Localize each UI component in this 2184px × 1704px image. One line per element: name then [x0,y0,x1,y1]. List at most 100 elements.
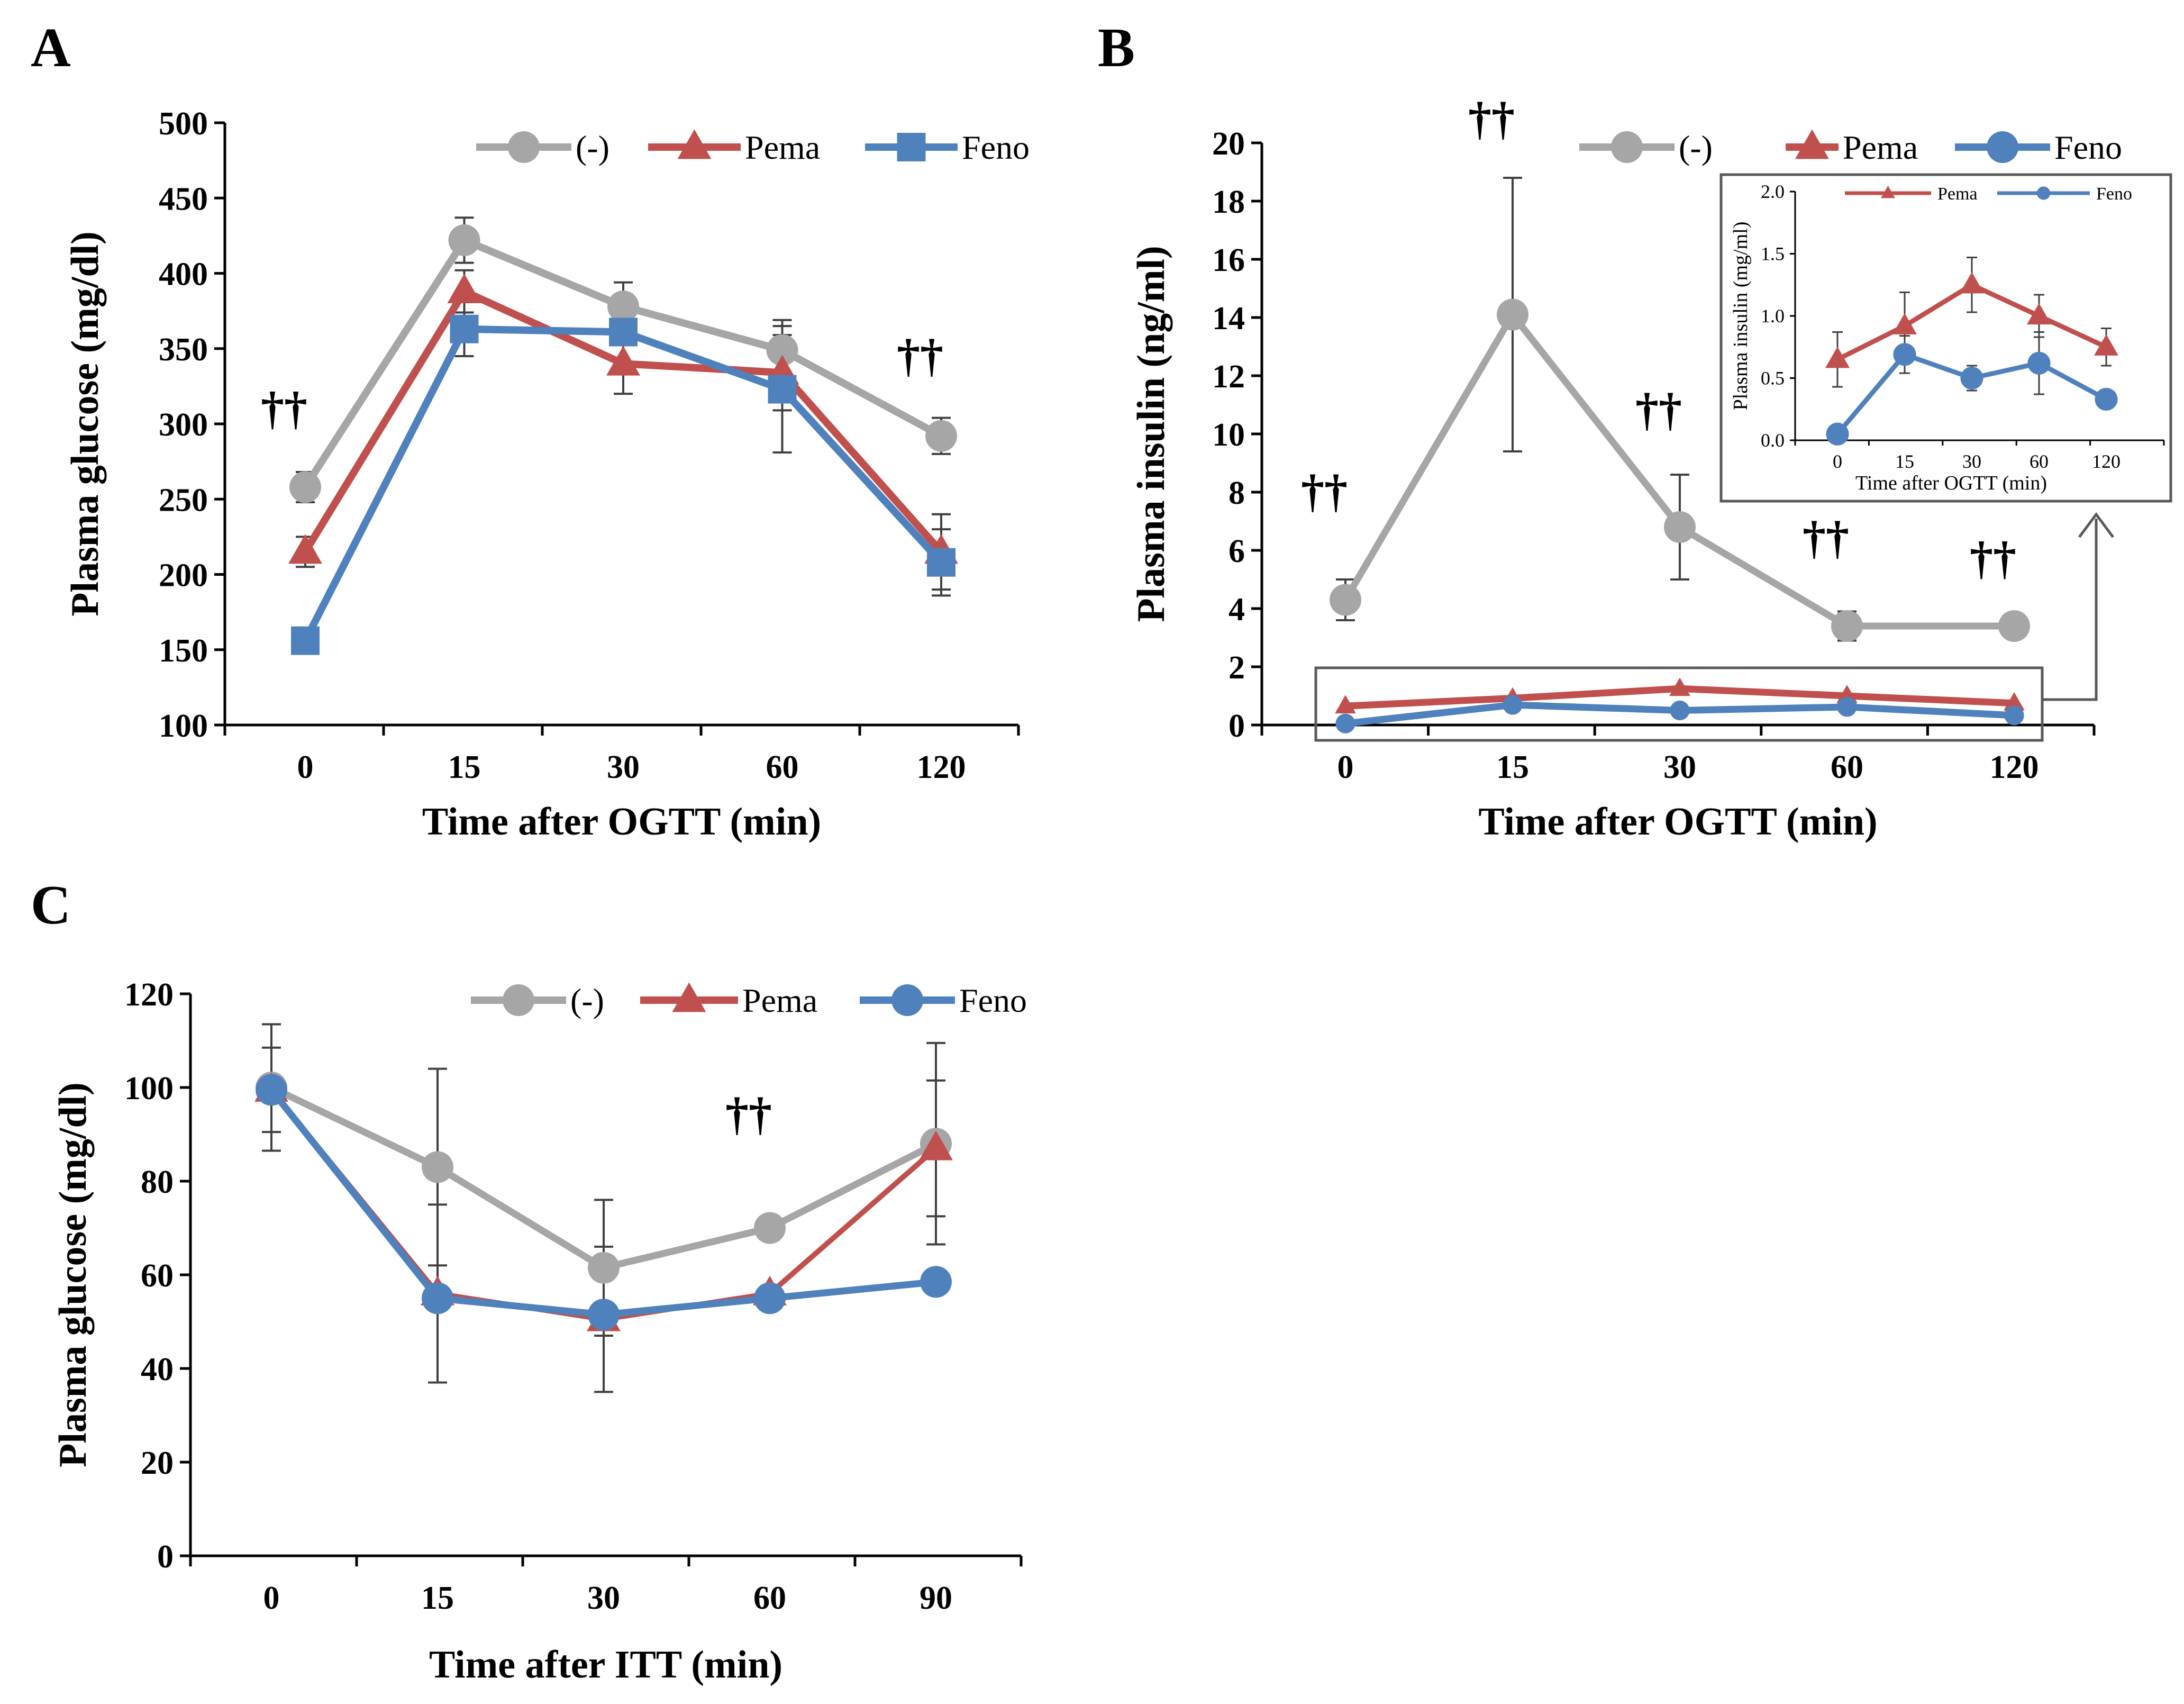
zoom-box [1314,666,2044,742]
inset-y-tick-label: 2.0 [1761,181,1785,202]
y-tick-label: 200 [159,558,208,594]
y-tick-label: 500 [159,106,208,142]
data-point [256,1074,287,1106]
legend-label: (-) [576,129,609,166]
y-tick-label: 250 [159,482,208,518]
data-point [1335,713,1355,733]
inset-x-tick-label: 0 [1833,451,1842,472]
y-tick-label: 100 [124,1071,174,1107]
y-tick-label: 4 [1229,592,1245,628]
data-point [919,1130,953,1161]
y-tick-label: 300 [159,407,208,443]
inset-x-tick-label: 120 [2092,451,2121,472]
x-tick-label: 30 [1663,749,1696,785]
zoom-arrow-line [2043,519,2098,701]
significance-mark: †† [1635,385,1682,436]
legend-label: Pema [745,129,820,166]
inset-frame [1719,173,2172,503]
panel-label: C [31,874,71,936]
data-point [288,534,322,564]
y-tick-label: 0 [1229,708,1245,744]
inset-legend-label: Pema [1937,184,1978,204]
inset-x-axis-title: Time after OGTT (min) [1855,472,2047,494]
data-point [1664,511,1696,543]
y-tick-label: 20 [141,1445,174,1481]
data-point [768,375,797,404]
data-point [1837,697,1857,717]
zoom-arrow-head [2078,512,2115,538]
legend-label: Pema [1843,129,1918,166]
y-tick-label: 14 [1212,301,1245,337]
y-tick-label: 0 [157,1539,174,1575]
y-tick-label: 150 [159,633,208,669]
x-tick-label: 15 [421,1580,454,1616]
y-tick-label: 400 [159,257,208,293]
significance-mark: †† [897,330,943,382]
inset-legend-label: Feno [2096,184,2132,204]
data-point [2004,692,2025,711]
data-point [422,1151,453,1183]
inset-data-point [2027,351,2051,375]
data-point [606,346,640,376]
legend-marker [891,984,923,1016]
chart-c: C 0 20 40 60 80 100 120 0 15 30 60 90 Time after ITT … [31,874,1027,1687]
data-point [447,274,481,304]
legend-marker [897,133,926,161]
data-point [925,420,957,452]
inset-legend-marker [2036,186,2051,200]
inset-legend-marker [1881,185,1895,198]
legend-label: Feno [962,129,1030,166]
inset-y-axis-title: Plasma insulin (mg/ml) [1730,222,1752,411]
data-point [754,1212,786,1244]
x-tick-label: 0 [1337,749,1354,785]
legend-marker [1611,131,1643,163]
y-tick-label: 20 [1212,126,1245,162]
data-point [588,1252,620,1284]
data-point [448,224,480,256]
legend-label: Feno [2054,129,2122,166]
x-axis-title: Time after ITT (min) [429,1643,782,1687]
inset-data-point [1892,313,1917,334]
data-point [1503,695,1523,715]
inset-data-point [2095,387,2118,411]
legend-label: Pema [742,982,817,1019]
data-point [766,334,798,366]
x-tick-label: 30 [607,749,640,785]
data-point [588,1299,620,1331]
y-axis-title: Plasma glucose (mg/dl) [63,231,107,617]
y-tick-label: 12 [1212,359,1245,395]
significance-mark: †† [1803,513,1849,564]
inset-data-point [1960,366,1983,390]
y-axis-title: Plasma glucose (mg/dl) [51,1082,95,1467]
y-tick-label: 120 [124,977,174,1013]
data-point [422,1282,453,1315]
data-point [450,314,479,343]
y-axis-title: Plasma insulin (ng/ml) [1130,246,1173,622]
data-point [1670,700,1690,721]
y-tick-label: 6 [1229,533,1245,569]
y-tick-label: 18 [1212,184,1245,220]
panel-label: B [1098,16,1135,78]
legend-label: Feno [959,982,1027,1019]
x-tick-label: 60 [1831,749,1863,785]
x-tick-label: 120 [917,749,966,785]
inset-data-point [2094,334,2119,356]
inset-y-tick-label: 0.5 [1761,368,1785,389]
inset-x-tick-label: 15 [1895,451,1914,472]
legend-marker [503,984,534,1016]
significance-mark: †† [1468,94,1515,145]
significance-mark: †† [1970,533,2016,584]
chart-b: B 0 2 4 6 8 10 12 14 16 18 20 0 15 30 60 120 Time after O… [1098,16,2172,844]
legend-marker [672,982,706,1012]
data-point [1998,610,2030,642]
x-tick-label: 15 [1496,749,1529,785]
x-tick-label: 30 [587,1580,620,1616]
y-tick-label: 16 [1212,242,1245,278]
legend-marker [508,131,540,163]
y-tick-label: 60 [141,1258,174,1294]
y-tick-label: 2 [1229,650,1245,686]
legend-marker [1795,129,1829,159]
y-tick-label: 80 [141,1164,174,1200]
legend-label: (-) [1679,129,1713,166]
